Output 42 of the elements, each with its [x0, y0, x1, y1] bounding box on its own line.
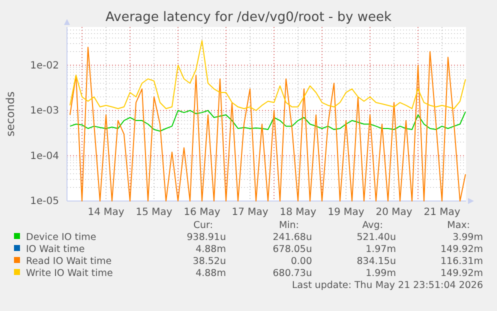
text: 4.88m — [196, 244, 226, 255]
x-tick-label: 20 May — [376, 207, 412, 218]
chart-title: Average latency for /dev/vg0/root - by week — [106, 10, 392, 25]
y-tick-label: 1e-05 — [30, 196, 59, 208]
text: 678.05u — [272, 244, 312, 255]
text: Min: — [278, 220, 299, 231]
text: 1.99m — [366, 268, 396, 279]
text: Last update: Thu May 21 23:51:04 2026 — [292, 280, 483, 291]
x-tick-label: 15 May — [136, 207, 172, 218]
line-series — [70, 110, 466, 132]
y-tick-label: 1e-02 — [30, 60, 59, 72]
legend-label: Write IO Wait time — [26, 268, 114, 279]
text: 521.40u — [356, 232, 396, 243]
x-tick-label: 17 May — [232, 207, 268, 218]
y-axis-title: seconds — [4, 91, 17, 136]
x-tick-label: 14 May — [88, 207, 124, 218]
text: 116.31m — [440, 256, 483, 267]
text: 241.68u — [272, 232, 312, 243]
legend-label: Read IO Wait time — [26, 256, 112, 267]
text: 3.99m — [452, 232, 483, 243]
x-tick-label: 21 May — [424, 207, 460, 218]
text: 0.00 — [290, 256, 312, 267]
legend-label: IO Wait time — [26, 244, 85, 255]
text: 834.15u — [356, 256, 396, 267]
text: Avg: — [362, 220, 383, 231]
x-tick-label: 19 May — [328, 207, 364, 218]
x-tick-label: 18 May — [280, 207, 316, 218]
line-series — [70, 40, 466, 111]
text: Cur: — [193, 220, 213, 231]
text: 149.92m — [440, 268, 483, 279]
text: 680.73u — [272, 268, 312, 279]
text: 38.52u — [192, 256, 226, 267]
y-tick-label: 1e-03 — [30, 106, 59, 117]
y-tick-label: 1e-04 — [30, 150, 59, 162]
text: Max: — [447, 220, 470, 231]
text: 938.91u — [186, 232, 226, 243]
text: 4.88m — [196, 268, 226, 279]
line-series — [70, 46, 466, 202]
legend-label: Device IO time — [26, 232, 96, 243]
text: 149.92m — [440, 244, 483, 255]
x-tick-label: 16 May — [184, 207, 220, 218]
text: 1.97m — [366, 244, 396, 255]
